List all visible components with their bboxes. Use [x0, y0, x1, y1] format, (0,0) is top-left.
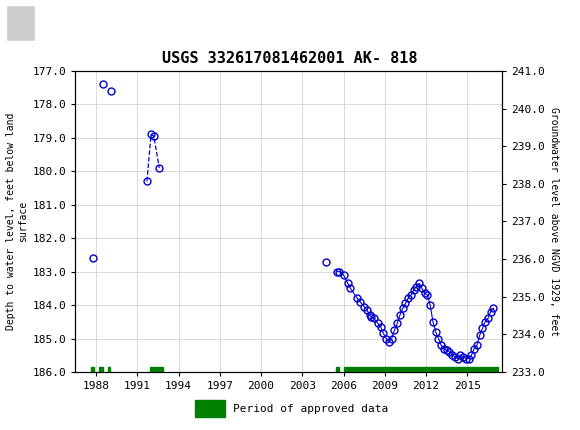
Bar — [150, 366, 163, 372]
Bar — [343, 366, 498, 372]
FancyBboxPatch shape — [6, 4, 64, 41]
Text: USGS 332617081462001 AK- 818: USGS 332617081462001 AK- 818 — [162, 51, 418, 65]
Bar — [108, 366, 110, 372]
Bar — [336, 366, 339, 372]
FancyBboxPatch shape — [6, 4, 35, 41]
Bar — [99, 366, 103, 372]
Y-axis label: Groundwater level above NGVD 1929, feet: Groundwater level above NGVD 1929, feet — [549, 107, 559, 336]
Y-axis label: Depth to water level, feet below land
surface: Depth to water level, feet below land su… — [6, 113, 28, 330]
Bar — [195, 400, 224, 417]
Text: Period of approved data: Period of approved data — [233, 403, 389, 414]
Bar — [90, 366, 94, 372]
Text: USGS: USGS — [67, 14, 110, 31]
